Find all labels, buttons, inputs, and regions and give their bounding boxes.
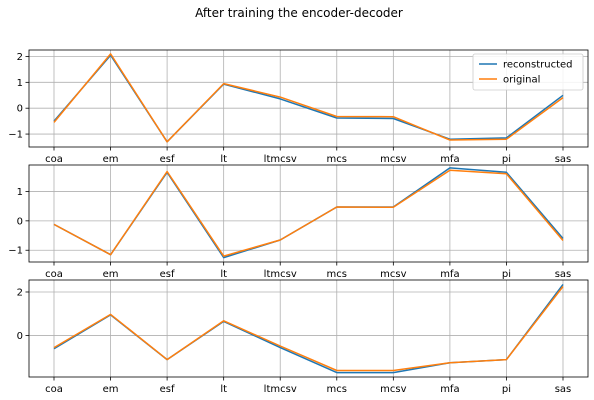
series-line-reconstructed (53, 283, 564, 374)
x-tick-label: esf (160, 269, 175, 280)
x-tick-label: sas (555, 154, 572, 165)
x-tick-label: em (103, 154, 119, 165)
x-tick-label: ltmcsv (264, 384, 297, 395)
axes-frame (28, 279, 589, 378)
y-tick-label: −1 (8, 246, 23, 257)
subplot-1: coa em esf lt ltmcsv mcs mcsv mfa pi sas −1 0 1 2 reco… (8, 49, 589, 165)
y-tick-label: 0 (17, 331, 23, 342)
x-tick-label: lt (220, 154, 227, 165)
x-tick-label: lt (220, 384, 227, 395)
legend-box (472, 53, 584, 91)
x-tick-label: em (103, 269, 119, 280)
y-tick-label: 0 (17, 104, 23, 115)
x-tick-label: esf (160, 154, 175, 165)
y-tick-label: 0 (17, 216, 23, 227)
x-tick-label: mcsv (380, 384, 406, 395)
y-tick-label: 1 (17, 78, 23, 89)
figure-title: After training the encoder-decoder (195, 6, 403, 20)
x-tick-label: sas (555, 269, 572, 280)
series-line-original (53, 286, 564, 372)
x-tick-label: coa (45, 154, 63, 165)
axes-frame (28, 164, 589, 263)
x-tick-label: mfa (440, 269, 459, 280)
x-tick-label: pi (502, 154, 511, 165)
legend-label-original: original (503, 75, 540, 86)
x-tick-label: mcs (327, 269, 347, 280)
x-tick-label: mcs (327, 384, 347, 395)
x-tick-label: coa (45, 269, 63, 280)
x-tick-label: esf (160, 384, 175, 395)
axes-frame (28, 49, 589, 148)
x-tick-label: mfa (440, 154, 459, 165)
y-tick-label: 2 (17, 287, 23, 298)
legend-label-reconstructed: reconstructed (503, 60, 573, 71)
x-tick-label: mcsv (380, 269, 406, 280)
series-line-original (53, 169, 564, 257)
series-line-original (53, 53, 564, 143)
subplot-2: coa em esf lt ltmcsv mcs mcsv mfa pi sas −1 0 1 (8, 164, 589, 280)
x-tick-label: ltmcsv (264, 154, 297, 165)
subplot-3: coa em esf lt ltmcsv mcs mcsv mfa pi sas 0 2 (17, 279, 589, 395)
subplots: coa em esf lt ltmcsv mcs mcsv mfa pi sas−1012reco… (8, 49, 589, 395)
series-line-reconstructed (53, 167, 564, 259)
y-tick-label: −1 (8, 130, 23, 141)
x-tick-label: mcs (327, 154, 347, 165)
x-tick-label: mcsv (380, 154, 406, 165)
x-tick-label: ltmcsv (264, 269, 297, 280)
x-tick-label: lt (220, 269, 227, 280)
x-tick-label: mfa (440, 384, 459, 395)
x-tick-label: em (103, 384, 119, 395)
x-tick-label: pi (502, 384, 511, 395)
y-tick-label: 1 (17, 187, 23, 198)
x-tick-label: pi (502, 269, 511, 280)
y-tick-label: 2 (17, 52, 23, 63)
legend: reconstructed original (472, 53, 584, 91)
x-tick-label: coa (45, 384, 63, 395)
x-tick-label: sas (555, 384, 572, 395)
